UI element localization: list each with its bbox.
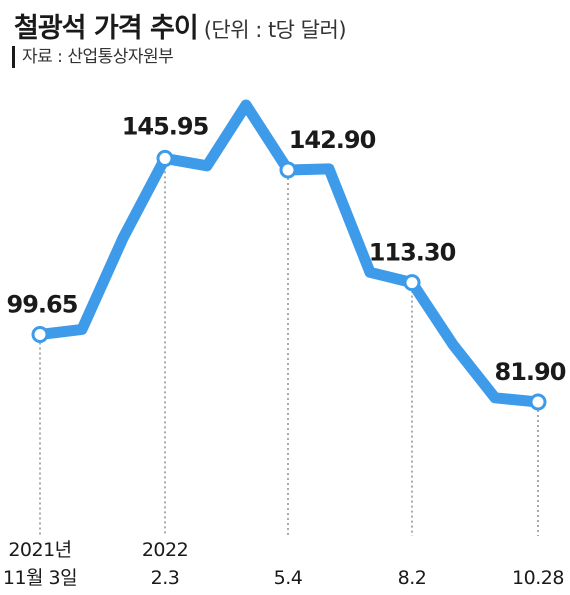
value-label: 113.30: [369, 239, 456, 267]
source-label: 자료 : 산업통상자원부: [12, 46, 174, 68]
point-marker: [31, 326, 49, 343]
date-labels: 2021년 11월 3일 2022 2.3 5.4 8.2 10.28: [3, 539, 565, 589]
title-row: 철광석 가격 추이 (단위 : t당 달러): [14, 6, 347, 45]
point-marker: [403, 274, 421, 292]
value-label: 81.90: [495, 358, 566, 386]
chart-title: 철광석 가격 추이: [14, 13, 199, 44]
date-label: 2.3: [151, 567, 180, 589]
date-label: 5.4: [274, 567, 303, 589]
date-label: 11월 3일: [3, 567, 77, 589]
date-label: 8.2: [398, 567, 427, 589]
value-labels: 99.65 145.95 142.90 113.30 81.90: [7, 112, 567, 386]
date-label: 2021년: [8, 539, 71, 561]
point-markers: [31, 149, 547, 411]
point-marker: [156, 149, 174, 167]
unit-label: (단위 : t당 달러): [203, 18, 347, 42]
value-label: 99.65: [7, 291, 78, 319]
date-label: 10.28: [512, 567, 564, 589]
value-label: 145.95: [122, 112, 209, 140]
date-label: 2022: [142, 539, 188, 561]
guide-lines: [39, 166, 539, 536]
point-marker: [279, 161, 297, 179]
value-label: 142.90: [289, 126, 376, 154]
point-marker: [529, 393, 547, 411]
